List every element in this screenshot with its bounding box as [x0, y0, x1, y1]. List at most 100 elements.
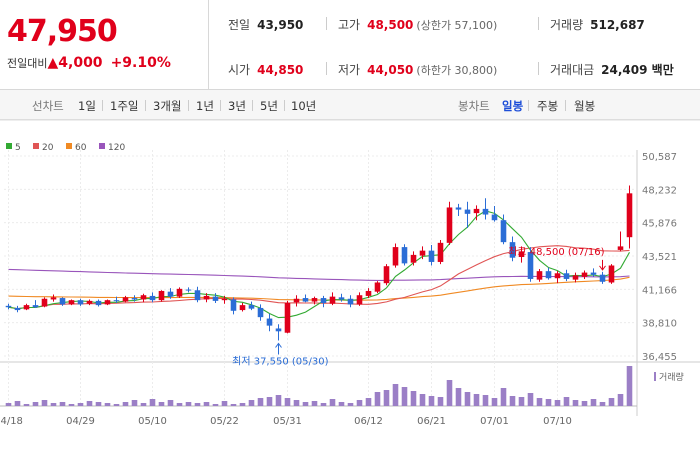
candle-body: [113, 300, 120, 302]
ma120-line: [8, 268, 630, 281]
volume-bar: [374, 392, 381, 406]
volume-bar: [302, 402, 309, 406]
candle-body: [347, 298, 354, 305]
open-value: 44,850: [257, 63, 304, 77]
period-1w[interactable]: 1주일: [110, 99, 139, 113]
candle-body: [311, 298, 318, 302]
candle-body: [509, 242, 516, 258]
legend-label: 5: [15, 143, 21, 153]
candle-body: [104, 300, 111, 305]
legend-label: 60: [75, 143, 87, 153]
volume-bar: [221, 401, 228, 406]
volume-bar: [338, 402, 345, 406]
candle-body: [266, 318, 273, 326]
volume-bar: [311, 401, 318, 406]
volume-bar: [86, 401, 93, 406]
price-tick-label: 50,587: [642, 152, 677, 163]
volume-bar: [32, 402, 39, 406]
candle-body: [140, 295, 147, 300]
date-tick-label: 04/29: [66, 416, 95, 427]
volume-value: 512,687: [590, 18, 645, 32]
candle-body: [293, 298, 300, 303]
candle-daily[interactable]: 일봉: [502, 99, 524, 113]
candles: [5, 185, 633, 341]
period-3y[interactable]: 3년: [228, 99, 246, 113]
candle-body: [68, 300, 75, 305]
price-tick-label: 43,521: [642, 252, 677, 263]
date-tick-label: 07/10: [543, 416, 572, 427]
candle-body: [581, 272, 588, 277]
candle-body: [437, 242, 444, 262]
change-percent: +9.10%: [110, 55, 171, 71]
volume-bar: [554, 400, 561, 406]
annotations: 최고 48,500 (07/16) 최저 37,550 (05/30): [232, 246, 606, 368]
period-1d[interactable]: 1일: [78, 99, 96, 113]
volume-bar: [239, 403, 246, 406]
period-3m[interactable]: 3개월: [153, 99, 182, 113]
candle-body: [23, 305, 30, 310]
candle-chart-label: 봉차트: [458, 99, 490, 113]
legend-swatch: [99, 143, 105, 149]
change-amount: 4,000: [58, 55, 103, 71]
volume-info: 거래량 512,687: [550, 16, 645, 33]
candle-body: [212, 296, 219, 301]
candle-body: [50, 297, 57, 300]
volume-bar: [437, 397, 444, 406]
volume-bar: [500, 388, 507, 406]
candle-body: [482, 208, 489, 215]
candle-body: [176, 288, 183, 297]
volume-bar: [455, 388, 462, 406]
ma-legend: 5 20 60 120: [6, 143, 125, 153]
low-label: 저가: [338, 63, 361, 77]
candle-body: [419, 250, 426, 256]
volume-bar: [446, 380, 453, 406]
prev-close: 전일 43,950: [228, 16, 303, 33]
volume-bar: [257, 398, 264, 406]
up-triangle-icon: ▲: [47, 55, 59, 71]
volume-bar: [158, 402, 165, 406]
volume-bar: [59, 402, 66, 406]
candle-body: [599, 274, 606, 282]
candle-body: [122, 297, 129, 302]
volume-bar: [536, 398, 543, 406]
volume-bar: [149, 399, 156, 406]
period-1y[interactable]: 1년: [196, 99, 214, 113]
candle-body: [626, 193, 633, 238]
quote-header: 47,950 전일대비▲4,000 +9.10% 전일 43,950 고가 48,50…: [0, 0, 700, 90]
prev-close-label: 전일: [228, 18, 251, 32]
volume-bar: [14, 401, 21, 406]
date-tick-label: 06/12: [354, 416, 383, 427]
volume-bar: [194, 403, 201, 406]
date-tick-label: 05/10: [138, 416, 167, 427]
volume-bar: [104, 403, 111, 406]
volume-legend-label: 거래량: [659, 371, 684, 383]
candle-monthly[interactable]: 월봉: [574, 99, 596, 113]
volume-bar: [113, 404, 120, 406]
candlestick-chart: 5 20 60 120 최고 48,500 (07/16) 최저 37,550 (05/…: [0, 120, 700, 427]
candle-body: [500, 220, 507, 243]
volume-bar: [590, 399, 597, 406]
volume-bar: [230, 404, 237, 406]
max-arrow-head: [599, 265, 606, 271]
volume-bar: [131, 400, 138, 406]
volume-bar: [545, 399, 552, 406]
candle-body: [248, 305, 255, 309]
volume-bar: [176, 403, 183, 406]
chart-grid: [0, 120, 700, 416]
volume-bar: [365, 398, 372, 406]
legend-swatch: [66, 143, 72, 149]
candle-body: [275, 328, 282, 332]
candle-body: [284, 302, 291, 333]
candle-body: [356, 295, 363, 305]
period-5y[interactable]: 5년: [260, 99, 278, 113]
volume-bar: [293, 400, 300, 406]
candle-body: [239, 305, 246, 311]
date-axis: 04/18 04/29 05/10 05/22 05/31 06/12 06/21 07/01…: [0, 416, 572, 427]
period-10y[interactable]: 10년: [291, 99, 317, 113]
min-arrow-head: [275, 342, 282, 348]
min-annotation: 최저 37,550 (05/30): [232, 356, 328, 368]
legend-label: 20: [42, 143, 54, 153]
candle-weekly[interactable]: 주봉: [537, 99, 559, 113]
candle-body: [221, 298, 228, 301]
volume-bar: [23, 404, 30, 406]
